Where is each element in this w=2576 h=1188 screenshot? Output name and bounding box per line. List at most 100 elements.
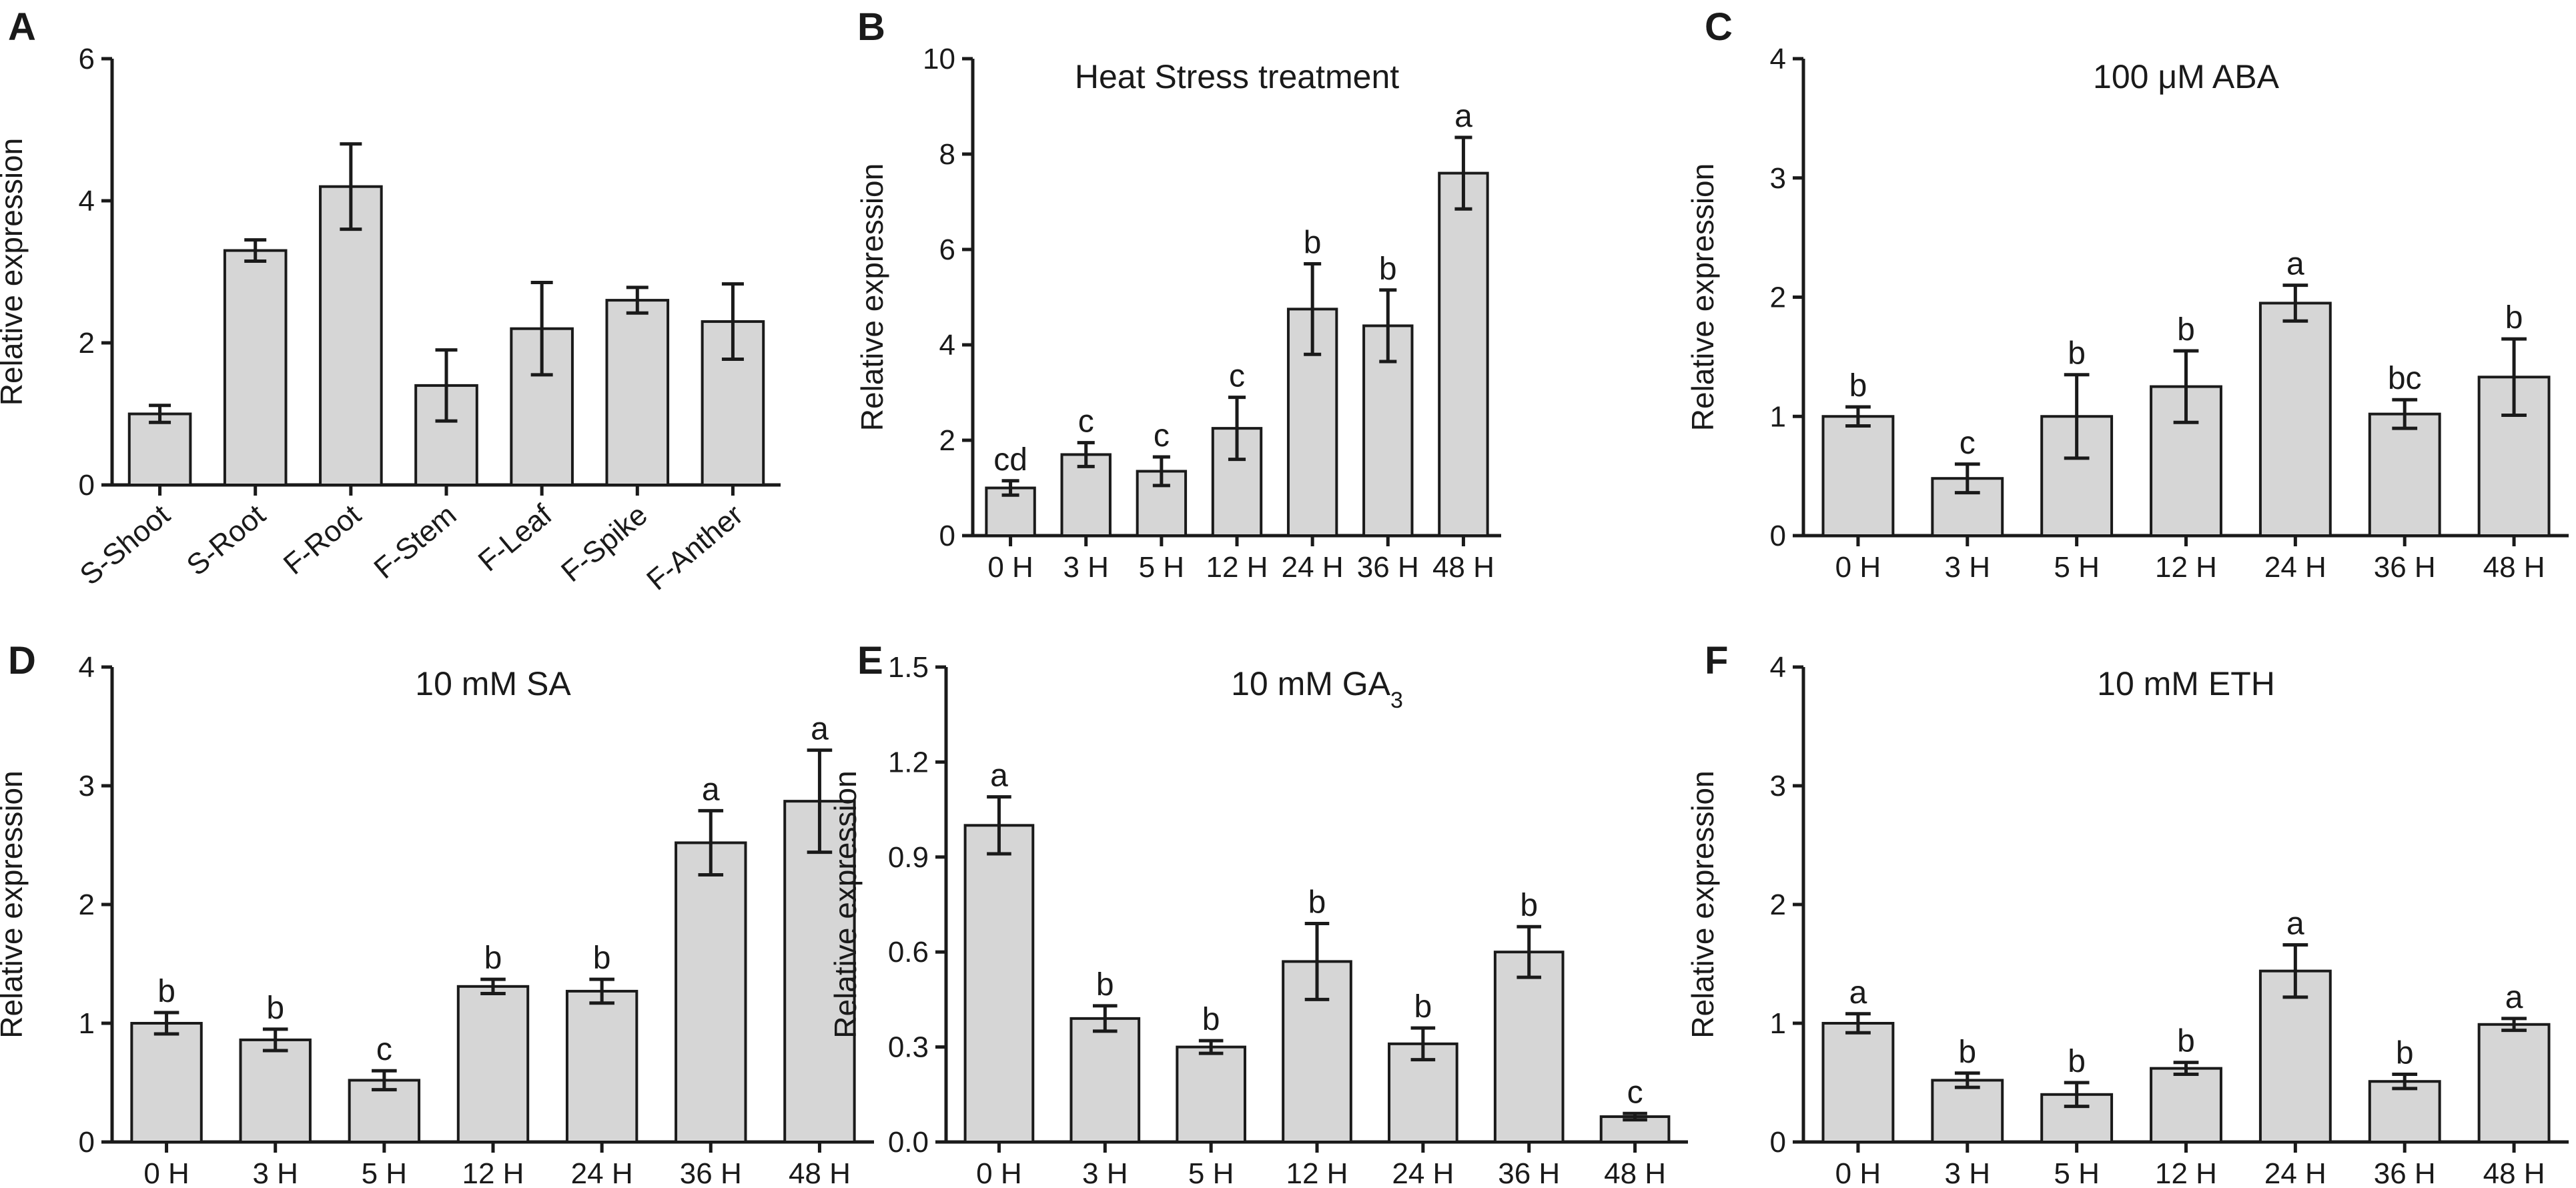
- x-tick-label: 5 H: [2054, 551, 2099, 584]
- x-tick-label: 24 H: [571, 1157, 633, 1188]
- panel-letter: F: [1705, 639, 1728, 682]
- x-tick-label: 3 H: [252, 1157, 298, 1188]
- panel-title-text: 100 μM ABA: [2093, 58, 2280, 95]
- significance-letter: b: [266, 991, 284, 1026]
- y-tick-label: 3: [1770, 770, 1786, 802]
- y-tick-label: 0: [79, 469, 95, 502]
- significance-letter: b: [1304, 225, 1322, 260]
- y-tick-label: 6: [939, 233, 955, 266]
- y-tick-label: 0: [939, 520, 955, 552]
- x-tick-label: 0 H: [987, 551, 1033, 584]
- x-tick-label: 36 H: [2374, 1157, 2436, 1188]
- y-tick-label: 1.5: [888, 651, 929, 684]
- y-tick-label: 4: [79, 651, 95, 684]
- significance-letter: c: [1078, 404, 1094, 440]
- x-tick-label: 12 H: [2155, 1157, 2217, 1188]
- significance-letter: a: [990, 758, 1008, 794]
- x-tick-label: 48 H: [2483, 551, 2545, 584]
- panel-title: Heat Stress treatment: [1075, 58, 1399, 95]
- significance-letter: b: [1308, 884, 1326, 920]
- significance-letter: c: [1960, 426, 1976, 461]
- x-tick-label: 0 H: [143, 1157, 189, 1188]
- y-tick-label: 0: [1770, 1126, 1786, 1159]
- significance-letter: a: [2505, 980, 2523, 1015]
- x-tick-label: 3 H: [1945, 551, 1990, 584]
- x-tick-label: F-Root: [278, 498, 368, 581]
- x-tick-label: F-Stem: [368, 498, 462, 585]
- y-tick-label: 4: [1770, 651, 1786, 684]
- y-tick-label: 6: [79, 43, 95, 75]
- significance-letter: b: [1849, 368, 1867, 404]
- x-tick-label: 24 H: [2264, 551, 2326, 584]
- x-tick-label: 3 H: [1082, 1157, 1128, 1188]
- x-tick-label: 12 H: [1286, 1157, 1348, 1188]
- significance-letter: b: [157, 974, 175, 1009]
- y-tick-label: 2: [79, 888, 95, 921]
- chart-panel-d: D 10 mM SA Relative expression 0 1 2 3 4 b 0 H b 3 …: [0, 639, 874, 1188]
- bar: [1821, 1022, 1895, 1143]
- x-tick-label: F-Anther: [640, 498, 749, 597]
- chart-panel-e: E 10 mM GA3 Relative expression 0.0 0.3 0.6 0.…: [828, 639, 1688, 1188]
- significance-letter: b: [2177, 1024, 2195, 1059]
- y-tick-label: 0.3: [888, 1031, 929, 1064]
- y-tick-label: 4: [1770, 43, 1786, 75]
- x-tick-label: 0 H: [1835, 551, 1881, 584]
- x-tick-label: 36 H: [2374, 551, 2436, 584]
- significance-letter: b: [1379, 251, 1397, 287]
- bar: [565, 989, 638, 1143]
- significance-letter: b: [484, 941, 502, 976]
- bar: [223, 249, 288, 486]
- significance-letter: c: [1627, 1075, 1643, 1110]
- significance-letter: a: [811, 712, 829, 747]
- y-tick-label: 1: [1770, 400, 1786, 433]
- y-tick-label: 0.0: [888, 1126, 929, 1159]
- y-tick-label: 0.6: [888, 936, 929, 969]
- x-tick-label: 48 H: [1604, 1157, 1666, 1188]
- panel-title: 10 mM GA3: [1231, 665, 1403, 713]
- x-tick-label: 48 H: [789, 1157, 851, 1188]
- y-tick-label: 4: [79, 185, 95, 217]
- bar: [130, 1022, 203, 1143]
- x-tick-label: 48 H: [1432, 551, 1494, 584]
- x-tick-label: 0 H: [1835, 1157, 1881, 1188]
- significance-letter: b: [1096, 967, 1114, 1003]
- bar: [605, 299, 670, 486]
- x-tick-label: 12 H: [462, 1157, 524, 1188]
- significance-letter: a: [1454, 99, 1472, 134]
- bar: [2368, 1080, 2441, 1143]
- y-tick-label: 1: [1770, 1007, 1786, 1040]
- panel-letter: C: [1705, 5, 1733, 49]
- chart-panel-b: B Heat Stress treatment Relative expressio…: [855, 5, 1501, 584]
- significance-letter: c: [1229, 359, 1245, 394]
- x-tick-label: F-Spike: [555, 498, 654, 588]
- y-tick-label: 2: [1770, 281, 1786, 314]
- significance-letter: cd: [993, 442, 1027, 478]
- panel-title-text: 10 mM SA: [415, 665, 571, 702]
- panel-title: 10 mM ETH: [2097, 665, 2275, 702]
- x-tick-label: 36 H: [1357, 551, 1419, 584]
- x-tick-label: 3 H: [1945, 1157, 1990, 1188]
- y-tick-label: 8: [939, 138, 955, 171]
- x-tick-label: 48 H: [2483, 1157, 2545, 1188]
- bar: [456, 985, 530, 1143]
- bar: [2258, 969, 2332, 1144]
- significance-letter: b: [2068, 1044, 2086, 1079]
- y-tick-label: 1: [79, 1007, 95, 1040]
- y-tick-label: 2: [79, 327, 95, 360]
- y-tick-label: 3: [79, 770, 95, 802]
- significance-letter: a: [702, 772, 720, 807]
- significance-letter: b: [1958, 1035, 1976, 1070]
- panel-title-text: 10 mM ETH: [2097, 665, 2275, 702]
- x-tick-label: 0 H: [976, 1157, 1021, 1188]
- panel-letter: B: [857, 5, 885, 49]
- panel-title-subscript: 3: [1390, 688, 1403, 713]
- bar: [675, 841, 747, 1143]
- chart-panel-f: F 10 mM ETH Relative expression 0 1 2 3 4 a 0 H b 3…: [1685, 639, 2569, 1188]
- significance-letter: b: [1202, 1002, 1220, 1037]
- bar: [963, 824, 1035, 1144]
- significance-letter: b: [2068, 336, 2086, 372]
- y-axis-label: Relative expression: [1685, 163, 1720, 431]
- significance-letter: b: [593, 941, 611, 976]
- significance-letter: bc: [2388, 361, 2422, 396]
- bar: [239, 1038, 312, 1144]
